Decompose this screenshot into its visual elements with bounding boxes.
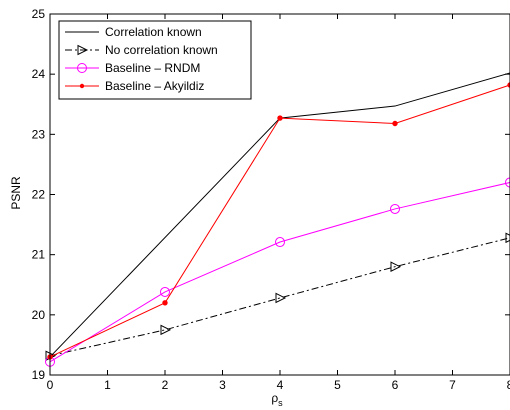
axes-layer: 01234567819202122232425 bbox=[32, 7, 510, 392]
legend-item: Baseline – RNDM bbox=[65, 61, 200, 75]
x-axis-label: ρs bbox=[271, 391, 283, 408]
data-point bbox=[505, 232, 510, 244]
x-tick-label: 2 bbox=[162, 378, 169, 392]
data-point bbox=[277, 115, 283, 121]
data-point bbox=[160, 286, 170, 297]
series-3 bbox=[47, 82, 510, 360]
legend-label: Correlation known bbox=[105, 25, 202, 39]
y-tick-label: 20 bbox=[32, 308, 46, 322]
data-point bbox=[275, 237, 285, 248]
data-point bbox=[392, 120, 398, 127]
data-point bbox=[275, 292, 287, 304]
x-axis-label-sub: s bbox=[278, 398, 283, 408]
y-tick-label: 19 bbox=[32, 368, 46, 382]
legend-item: Correlation known bbox=[65, 25, 202, 39]
legend-item: No correlation known bbox=[65, 43, 218, 57]
y-tick-label: 23 bbox=[32, 127, 46, 141]
series-line bbox=[49, 237, 510, 357]
series-line bbox=[49, 181, 510, 363]
legend-marker bbox=[77, 44, 89, 56]
legend: Correlation known No correlation known Bas… bbox=[58, 20, 252, 100]
legend-marker bbox=[79, 83, 85, 89]
x-tick-label: 4 bbox=[277, 378, 284, 392]
x-tick-label: 6 bbox=[392, 378, 399, 392]
data-point bbox=[390, 203, 400, 214]
data-point bbox=[505, 177, 510, 188]
x-axis-label-main: ρ bbox=[271, 391, 278, 405]
y-tick-label: 21 bbox=[32, 248, 46, 262]
legend-label: Baseline – RNDM bbox=[105, 61, 200, 75]
x-tick-label: 5 bbox=[334, 378, 341, 392]
data-point bbox=[162, 300, 168, 306]
x-tick-label: 8 bbox=[507, 378, 510, 392]
x-tick-label: 1 bbox=[104, 378, 111, 392]
legend-marker bbox=[77, 63, 87, 73]
y-tick-label: 25 bbox=[32, 7, 46, 21]
data-point bbox=[160, 324, 172, 336]
series-0 bbox=[49, 72, 510, 358]
x-tick-label: 0 bbox=[47, 378, 54, 392]
y-tick-label: 22 bbox=[32, 188, 46, 202]
legend-label: Baseline – Akyildiz bbox=[105, 79, 204, 93]
y-axis-label: PSNR bbox=[9, 176, 23, 210]
legend-item: Baseline – Akyildiz bbox=[65, 79, 204, 93]
x-tick-label: 7 bbox=[449, 378, 456, 392]
data-point bbox=[390, 261, 402, 273]
x-tick-label: 3 bbox=[219, 378, 226, 392]
y-tick-label: 24 bbox=[32, 67, 46, 81]
legend-label: No correlation known bbox=[105, 43, 218, 57]
series-line bbox=[49, 72, 510, 358]
